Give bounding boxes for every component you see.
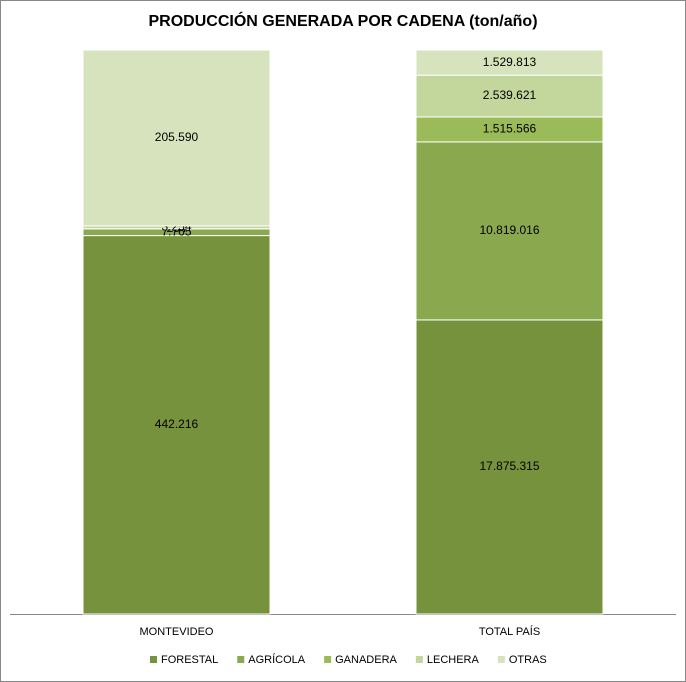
legend-label: FORESTAL bbox=[161, 654, 218, 666]
x-tick-label: MONTEVIDEO bbox=[140, 626, 214, 638]
legend-label: OTRAS bbox=[509, 654, 547, 666]
x-tick-label: TOTAL PAÍS bbox=[479, 625, 540, 638]
legend-label: AGRÍCOLA bbox=[248, 653, 306, 666]
value-label: 1.529.813 bbox=[483, 55, 537, 69]
bar-segment bbox=[82, 235, 271, 615]
legend-swatch bbox=[415, 656, 423, 663]
chart-title: PRODUCCIÓN GENERADA POR CADENA (ton/año) bbox=[148, 11, 537, 30]
bar-segment bbox=[415, 141, 604, 321]
legend-swatch bbox=[497, 656, 505, 663]
value-label: 205.590 bbox=[155, 130, 199, 144]
legend-label: LECHERA bbox=[427, 654, 480, 666]
legend-swatch bbox=[150, 656, 157, 663]
bar-segment bbox=[415, 319, 604, 615]
value-label: 442.216 bbox=[155, 417, 199, 431]
value-label: 10.819.016 bbox=[479, 223, 539, 237]
value-label: 17.875.315 bbox=[479, 459, 539, 473]
legend-label: GANADERA bbox=[335, 654, 397, 666]
legend-swatch bbox=[324, 656, 332, 663]
bar-segment bbox=[82, 49, 271, 227]
value-label: 1.515.566 bbox=[483, 122, 537, 136]
legend-swatch bbox=[237, 656, 245, 663]
bar-segment bbox=[415, 49, 604, 76]
value-label: 2.539.621 bbox=[483, 88, 537, 102]
